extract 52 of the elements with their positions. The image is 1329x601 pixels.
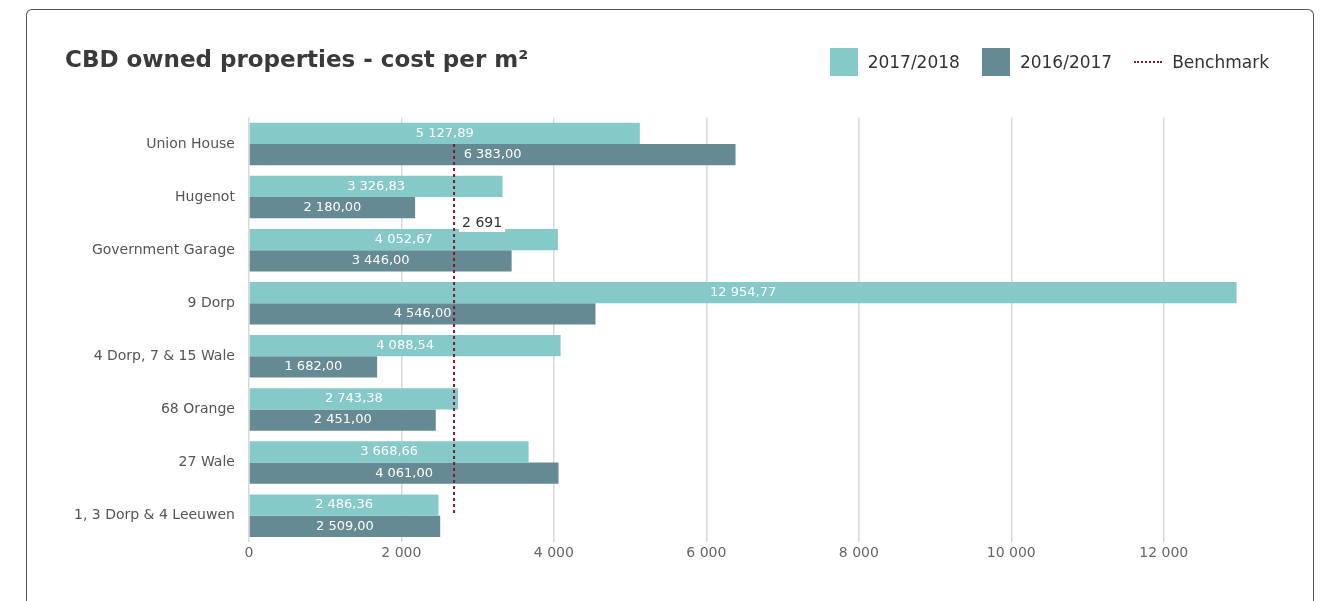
y-tick-label: 4 Dorp, 7 & 15 Wale (93, 346, 235, 363)
data-label: 4 088,54 (376, 337, 435, 353)
x-tick-label: 0 (244, 544, 254, 561)
bar (249, 356, 378, 378)
legend-label: Benchmark (1172, 52, 1269, 72)
data-label: 2 509,00 (315, 517, 374, 533)
y-tick-label: 1, 3 Dorp & 4 Leeuwen (74, 506, 235, 523)
bar (249, 388, 459, 410)
annotation: 2 691 (462, 213, 503, 230)
data-label: 2 486,36 (315, 496, 374, 512)
y-tick-label: 27 Wale (178, 453, 235, 470)
bar (249, 441, 529, 463)
data-label: 4 061,00 (375, 464, 434, 480)
x-tick-label: 6 000 (686, 544, 727, 561)
bar (249, 197, 416, 219)
bar (249, 303, 596, 325)
data-label: 5 127,89 (415, 124, 474, 140)
data-label: 2 451,00 (313, 411, 372, 427)
data-label: 4 546,00 (393, 305, 452, 321)
data-label: 2 743,38 (324, 390, 383, 406)
bar (249, 462, 559, 484)
data-label: 12 954,77 (710, 284, 777, 300)
x-tick-label: 8 000 (838, 544, 879, 561)
bar (249, 335, 561, 357)
bar (249, 409, 436, 431)
bar (249, 282, 1237, 304)
y-tick-label: Hugenot (175, 187, 236, 204)
bar (249, 515, 441, 537)
data-label: 2 180,00 (303, 199, 362, 215)
bar (249, 228, 558, 251)
bar (249, 494, 439, 516)
data-label: 6 383,00 (463, 145, 522, 161)
x-tick-label: 4 000 (533, 544, 574, 561)
legend-label: 2016/2017 (1019, 52, 1113, 72)
data-label: 1 682,00 (284, 358, 343, 374)
y-tick-label: 9 Dorp (187, 293, 236, 310)
data-label: 4 052,67 (374, 230, 433, 246)
x-tick-label: 10 000 (986, 544, 1036, 561)
y-tick-label: Union House (146, 134, 235, 151)
data-label: 3 668,66 (360, 443, 419, 459)
bar (249, 175, 503, 198)
x-tick-label: 2 000 (381, 544, 422, 561)
legend-label: 2017/2018 (867, 52, 960, 72)
bar (249, 143, 736, 166)
chart-title: CBD owned properties - cost per m² (65, 46, 529, 72)
data-label: 3 326,83 (347, 177, 406, 193)
y-tick-label: 68 Orange (160, 400, 235, 417)
data-label: 3 446,00 (351, 252, 410, 268)
y-tick-label: Government Garage (91, 240, 235, 257)
x-tick-label: 12 000 (1139, 544, 1189, 561)
bar (249, 122, 640, 144)
bar (249, 250, 512, 272)
